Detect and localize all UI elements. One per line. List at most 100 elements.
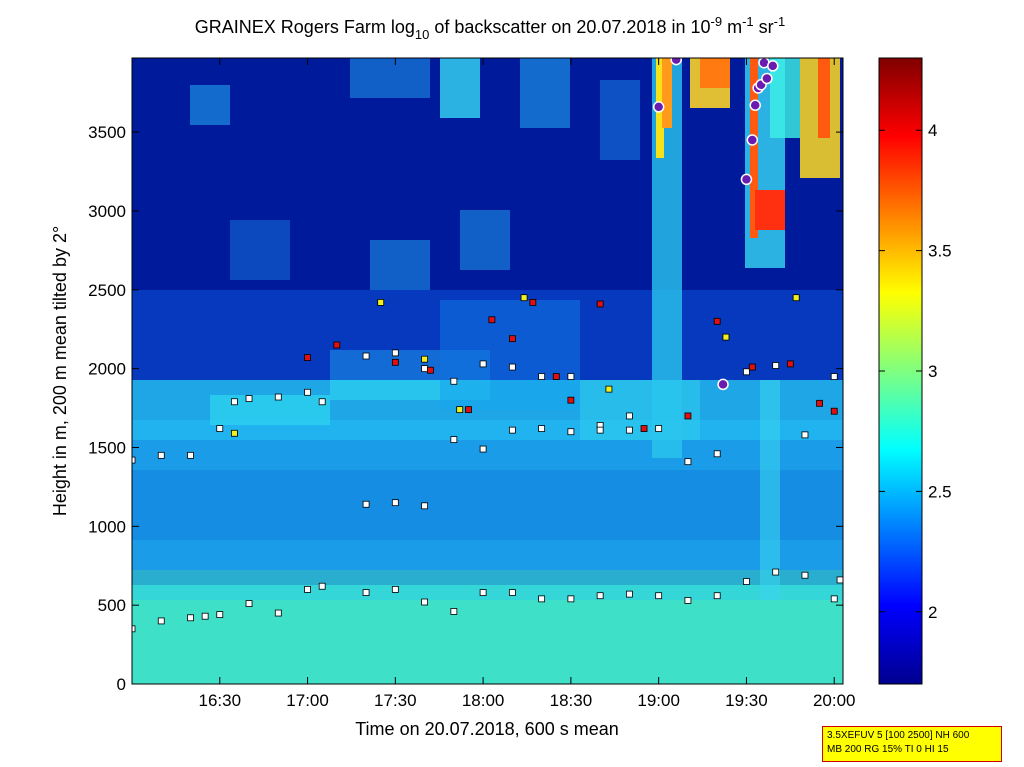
title-mid: of backscatter on 20.07.2018 in 10: [429, 17, 710, 37]
layer-point: [761, 72, 773, 85]
title-exp2: -1: [742, 14, 754, 29]
title-subscript: 10: [415, 27, 429, 42]
layer-point: [836, 576, 843, 584]
layer-point: [717, 378, 729, 391]
layer-point: [684, 597, 692, 604]
layer-point: [567, 396, 575, 404]
layer-point: [830, 407, 838, 415]
layer-point: [713, 592, 721, 600]
layer-point: [450, 608, 458, 615]
layer-point: [304, 388, 311, 396]
title-main: GRAINEX Rogers Farm log: [195, 17, 415, 37]
y-tick-label: 1500: [88, 438, 126, 457]
layer-point: [684, 412, 692, 420]
colorbar-gradient: [878, 57, 923, 685]
layer-point: [520, 294, 528, 302]
title-exp1: -9: [711, 14, 723, 29]
layer-point: [362, 589, 370, 596]
layer-point: [767, 60, 779, 72]
layer-point: [187, 451, 194, 459]
layer-point: [421, 598, 428, 606]
layer-point: [201, 612, 209, 620]
layer-point: [362, 500, 370, 508]
layer-point: [529, 299, 537, 306]
layer-point: [391, 585, 399, 593]
layer-point: [626, 412, 633, 420]
layer-point: [231, 429, 238, 437]
layer-point: [801, 431, 809, 439]
y-tick-label: 0: [117, 675, 126, 694]
layer-point: [746, 134, 759, 146]
layer-point: [304, 354, 311, 361]
layer-point: [596, 592, 604, 600]
info-box: 3.5XEFUV 5 [100 2500] NH 600 MB 200 RG 1…: [822, 726, 1002, 762]
layer-point: [552, 373, 560, 380]
colorbar-tick-label: 4: [928, 121, 937, 140]
layer-point: [596, 426, 604, 434]
layer-point: [508, 589, 516, 596]
layer-point: [792, 294, 800, 302]
layer-point: [333, 341, 341, 349]
y-tick-label: 2500: [88, 281, 126, 300]
title-exp3: -1: [774, 14, 786, 29]
layer-point: [318, 582, 326, 590]
colorbar-tick-label: 2.5: [928, 482, 952, 501]
layer-point: [508, 426, 516, 434]
x-tick-label: 17:30: [374, 691, 417, 710]
layer-point: [245, 600, 253, 607]
layer-point: [786, 360, 794, 368]
layer-point: [421, 502, 428, 510]
layer-point: [421, 365, 428, 373]
layer-point: [640, 425, 648, 432]
layer-point: [450, 377, 458, 385]
colorbar-tick-label: 3.5: [928, 242, 952, 261]
layer-point: [479, 589, 487, 596]
layer-point: [216, 611, 224, 619]
layer-point: [749, 99, 761, 112]
y-tick-label: 3000: [88, 202, 126, 221]
layer-point: [748, 363, 756, 371]
layer-point: [391, 349, 399, 357]
x-tick-label: 19:30: [725, 691, 768, 710]
layer-point: [479, 360, 487, 368]
layer-point: [713, 450, 721, 458]
x-tick-label: 18:00: [462, 691, 505, 710]
layer-point: [318, 398, 326, 406]
x-tick-label: 17:00: [286, 691, 329, 710]
x-tick-label: 18:30: [550, 691, 593, 710]
layer-point: [655, 425, 663, 432]
layer-point: [722, 333, 730, 341]
y-tick-label: 3500: [88, 123, 126, 142]
y-axis: 0 500 1000 1500 2000 2500 3000 3500: [88, 123, 843, 694]
plot-frame: [131, 57, 844, 685]
layer-point: [652, 101, 665, 113]
layer-point: [456, 406, 464, 414]
heatmap-area: [132, 58, 843, 684]
chart-title: GRAINEX Rogers Farm log10 of backscatter…: [195, 14, 785, 42]
layer-point: [684, 458, 692, 466]
layer-markers: [132, 58, 843, 633]
layer-point: [743, 368, 750, 376]
y-axis-label: Height in m, 200 m mean tilted by 2°: [50, 226, 70, 516]
info-line-1: 3.5XEFUV 5 [100 2500] NH 600: [827, 730, 970, 741]
x-axis-label: Time on 20.07.2018, 600 s mean: [355, 719, 619, 739]
layer-point: [596, 300, 604, 308]
layer-point: [830, 595, 838, 603]
layer-point: [465, 406, 472, 414]
layer-point: [801, 571, 809, 579]
layer-point: [132, 456, 136, 464]
y-tick-label: 500: [98, 596, 126, 615]
layer-point: [132, 625, 136, 633]
layer-point: [231, 398, 238, 406]
title-unit: m: [722, 17, 742, 37]
y-tick-label: 1000: [88, 517, 126, 536]
layer-point: [391, 499, 399, 507]
colorbar-tick-label: 2: [928, 603, 937, 622]
title-unit2: sr: [754, 17, 774, 37]
layer-point: [157, 617, 165, 625]
layer-point: [479, 445, 487, 453]
layer-point: [740, 173, 753, 186]
layer-point: [772, 362, 780, 369]
layer-point: [508, 335, 516, 343]
